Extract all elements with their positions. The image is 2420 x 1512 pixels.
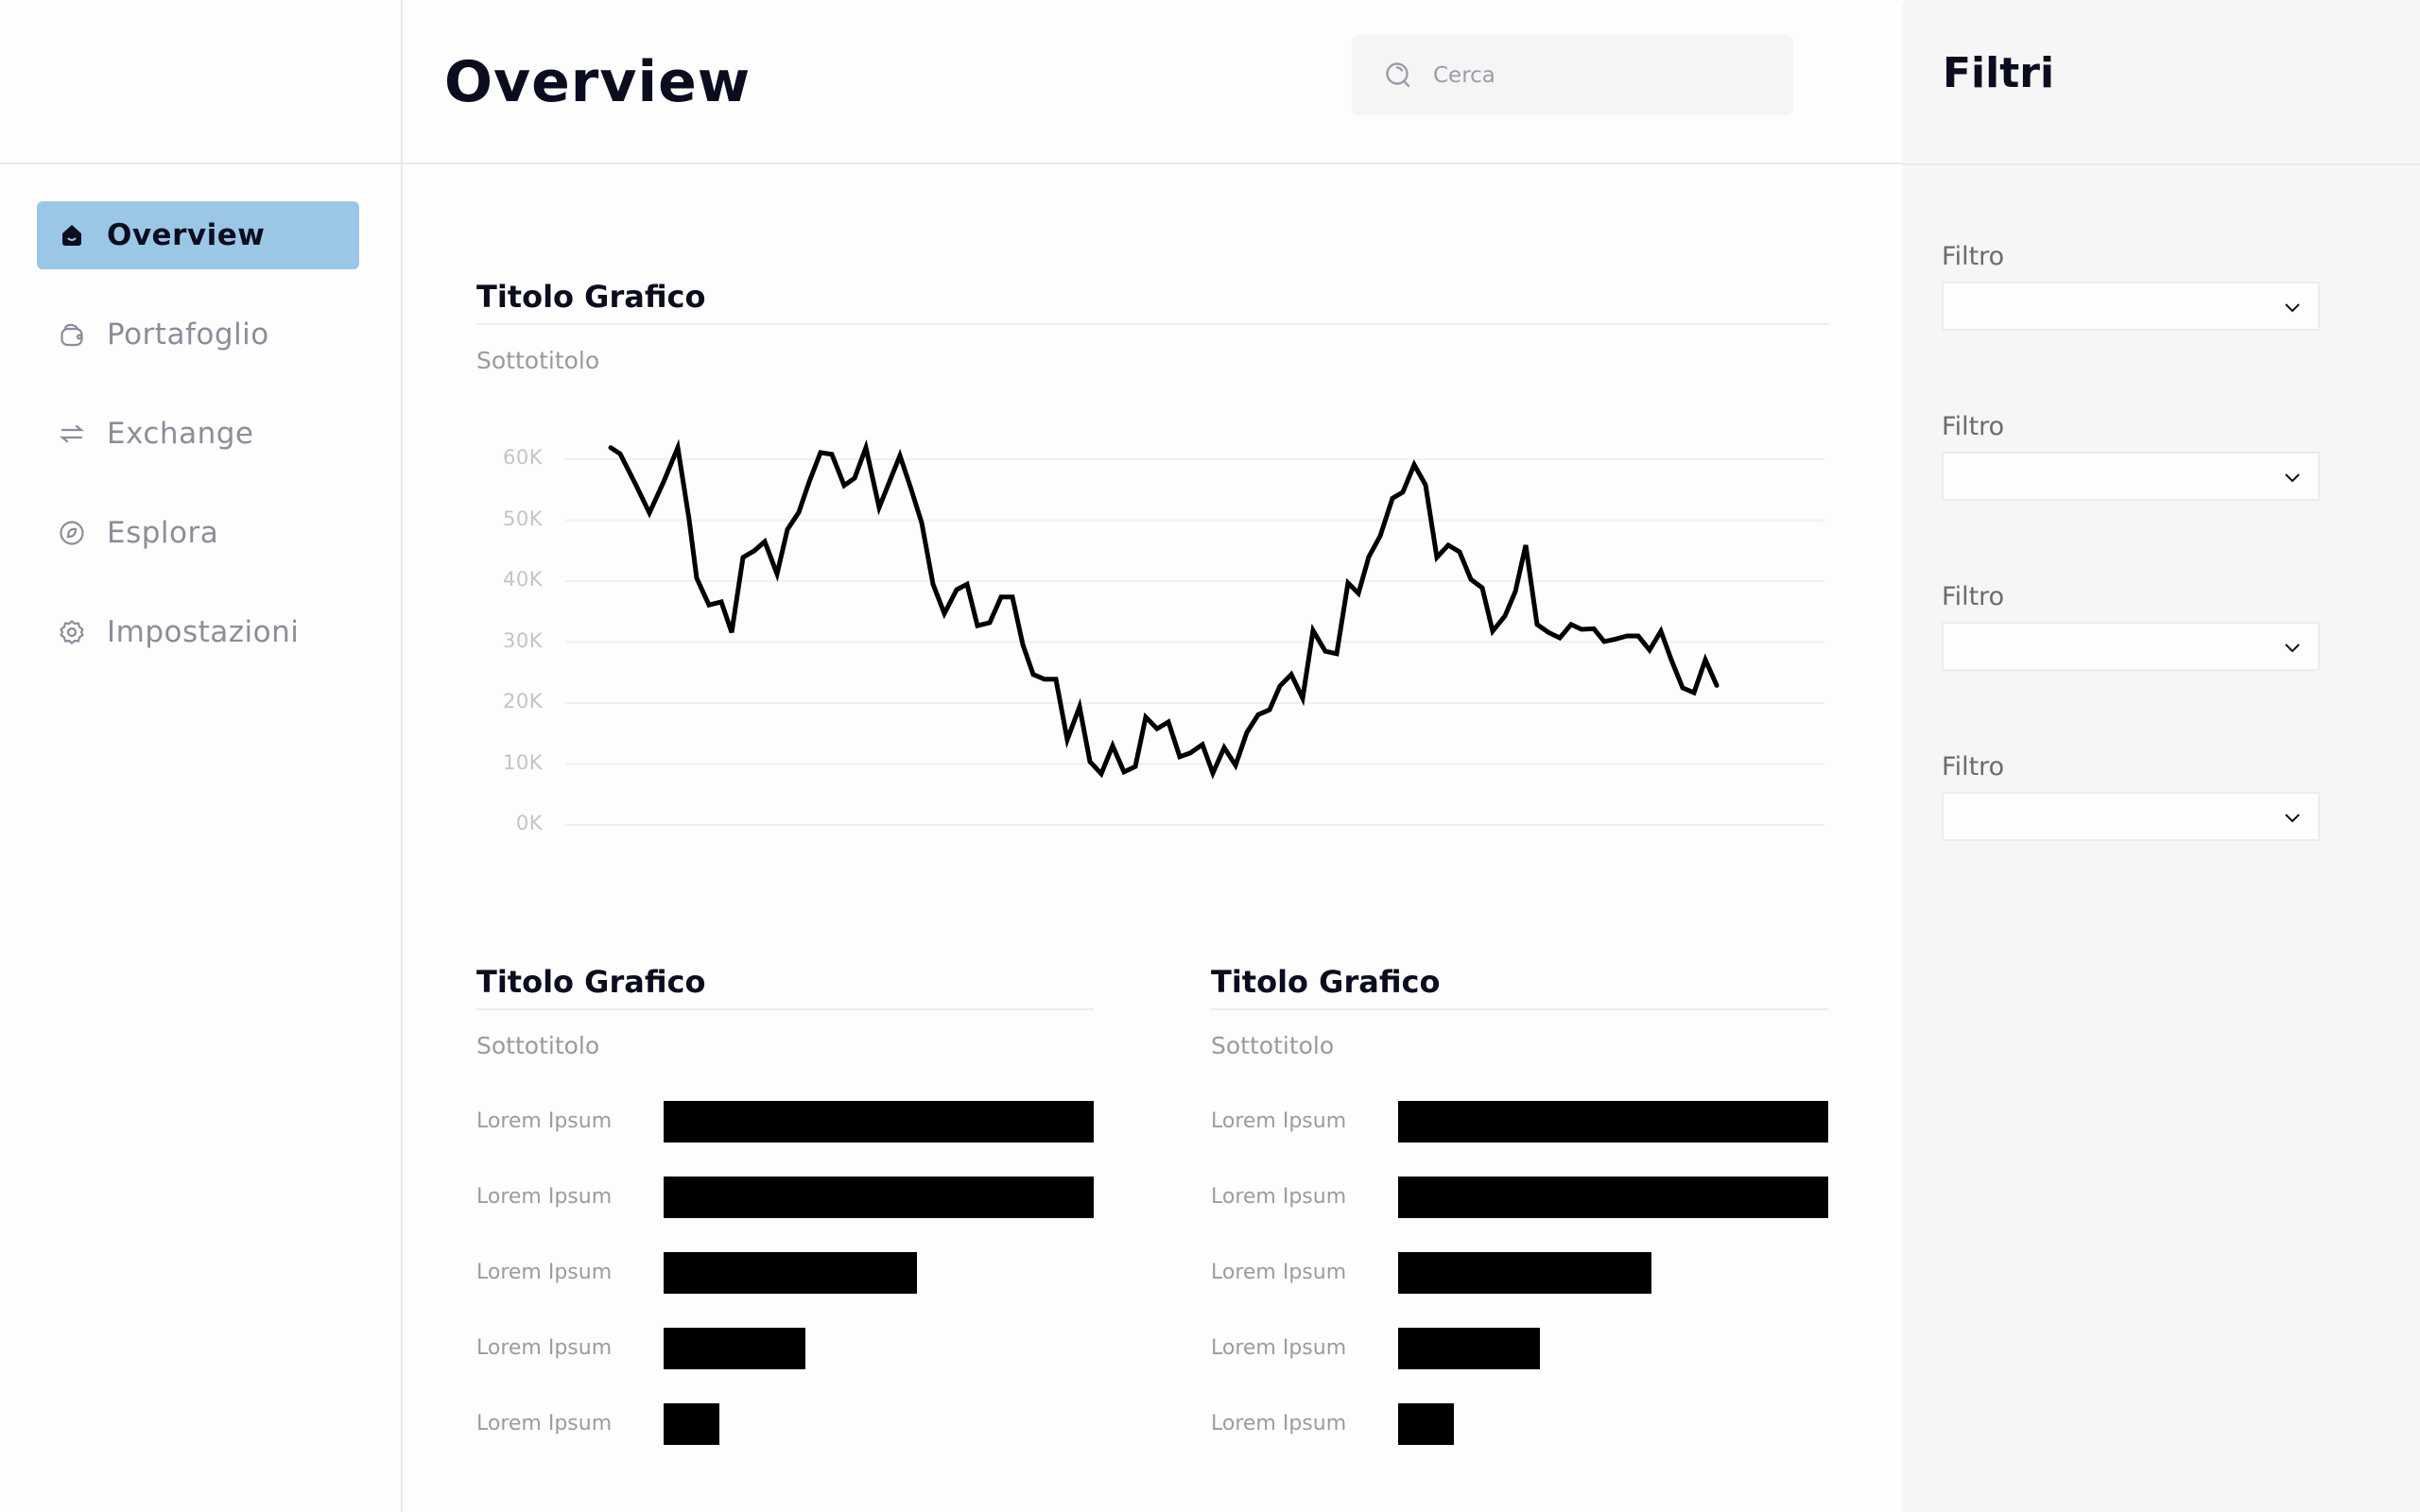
filter-label: Filtro xyxy=(1942,582,2005,611)
bar-label: Lorem Ipsum xyxy=(476,1336,613,1360)
bar-label: Lorem Ipsum xyxy=(1211,1109,1347,1133)
bar xyxy=(1398,1101,1828,1143)
bar xyxy=(1398,1177,1828,1218)
sidebar: Overview Portafoglio Exchange Esplora Im… xyxy=(0,0,403,1512)
bar xyxy=(1398,1252,1652,1294)
y-tick-label: 60K xyxy=(503,446,543,469)
bar-row: Lorem Ipsum xyxy=(1211,1252,1828,1294)
chart-divider xyxy=(476,323,1828,325)
filter-group-3: Filtro xyxy=(1942,580,2320,671)
y-tick-label: 30K xyxy=(503,628,543,652)
compass-icon xyxy=(58,519,86,547)
bar-row: Lorem Ipsum xyxy=(1211,1101,1828,1143)
bar-label: Lorem Ipsum xyxy=(476,1261,613,1284)
search-input[interactable] xyxy=(1433,62,1773,88)
sidebar-logo-area xyxy=(0,0,401,164)
filter-select-1[interactable] xyxy=(1942,282,2320,331)
sidebar-item-esplora[interactable]: Esplora xyxy=(37,499,359,567)
filter-group-2: Filtro xyxy=(1942,410,2320,501)
sidebar-nav: Overview Portafoglio Exchange Esplora Im… xyxy=(37,201,359,697)
sidebar-item-label: Impostazioni xyxy=(107,615,300,649)
chart-subtitle: Sottotitolo xyxy=(476,347,600,374)
chart-divider xyxy=(1211,1008,1828,1010)
bar-label: Lorem Ipsum xyxy=(1211,1185,1347,1209)
line-series xyxy=(608,438,1720,780)
sidebar-item-label: Esplora xyxy=(107,516,219,550)
chevron-down-icon xyxy=(2285,473,2300,483)
top-header: Overview xyxy=(403,0,1902,164)
search-box[interactable] xyxy=(1352,35,1793,115)
sidebar-item-exchange[interactable]: Exchange xyxy=(37,400,359,468)
wallet-icon xyxy=(58,320,86,349)
filter-group-4: Filtro xyxy=(1942,750,2320,841)
home-icon xyxy=(58,221,86,249)
bar-row: Lorem Ipsum xyxy=(476,1403,1094,1445)
y-tick-label: 40K xyxy=(503,568,543,591)
y-tick-label: 0K xyxy=(515,812,543,834)
bar-label: Lorem Ipsum xyxy=(1211,1412,1347,1435)
chart-divider xyxy=(476,1008,1094,1010)
filter-select-4[interactable] xyxy=(1942,792,2320,841)
bar-label: Lorem Ipsum xyxy=(476,1412,613,1435)
bar-chart-card-2: Titolo Grafico Sottotitolo Lorem Ipsum L… xyxy=(1211,961,1828,1445)
bar xyxy=(664,1252,918,1294)
chart-title: Titolo Grafico xyxy=(1211,964,1441,1000)
exchange-arrows-icon xyxy=(58,420,86,448)
sidebar-item-label: Exchange xyxy=(107,417,254,451)
y-tick-label: 50K xyxy=(503,507,543,530)
bar xyxy=(664,1403,720,1445)
filters-header-divider xyxy=(1902,163,2420,165)
filter-select-3[interactable] xyxy=(1942,622,2320,671)
chevron-down-icon xyxy=(2285,644,2300,653)
bar-label: Lorem Ipsum xyxy=(476,1109,613,1133)
bar xyxy=(664,1101,1094,1143)
line-chart-card: Titolo Grafico Sottotitolo 60K 50K 40K 30K 2… xyxy=(476,276,1828,834)
filters-title: Filtri xyxy=(1943,49,2055,97)
bar-label: Lorem Ipsum xyxy=(1211,1261,1347,1284)
bar xyxy=(1398,1403,1455,1445)
bar xyxy=(1398,1328,1541,1369)
bar-row: Lorem Ipsum xyxy=(1211,1328,1828,1369)
filter-label: Filtro xyxy=(1942,242,2005,271)
search-icon xyxy=(1384,60,1414,91)
filters-panel: Filtri Filtro Filtro Filtro Filtro xyxy=(1902,0,2420,1512)
gear-icon xyxy=(58,618,86,646)
y-tick-label: 20K xyxy=(503,690,543,713)
sidebar-item-label: Overview xyxy=(107,218,266,252)
chevron-down-icon xyxy=(2285,814,2300,823)
filter-select-2[interactable] xyxy=(1942,452,2320,501)
bar-row: Lorem Ipsum xyxy=(476,1328,1094,1369)
chart-subtitle: Sottotitolo xyxy=(1211,1032,1335,1059)
bar-row: Lorem Ipsum xyxy=(476,1101,1094,1143)
bar-label: Lorem Ipsum xyxy=(476,1185,613,1209)
filter-label: Filtro xyxy=(1942,752,2005,782)
bar-row: Lorem Ipsum xyxy=(1211,1177,1828,1218)
bar xyxy=(664,1177,1094,1218)
sidebar-item-label: Portafoglio xyxy=(107,318,269,352)
chart-subtitle: Sottotitolo xyxy=(476,1032,600,1059)
bar-label: Lorem Ipsum xyxy=(1211,1336,1347,1360)
filter-group-1: Filtro xyxy=(1942,240,2320,331)
line-chart-plot xyxy=(565,438,1824,826)
sidebar-item-impostazioni[interactable]: Impostazioni xyxy=(37,598,359,666)
chart-title: Titolo Grafico xyxy=(476,964,706,1000)
page-title: Overview xyxy=(444,49,752,115)
chevron-down-icon xyxy=(2285,303,2300,313)
filter-label: Filtro xyxy=(1942,412,2005,441)
bar-row: Lorem Ipsum xyxy=(476,1252,1094,1294)
sidebar-item-portafoglio[interactable]: Portafoglio xyxy=(37,301,359,369)
sidebar-item-overview[interactable]: Overview xyxy=(37,201,359,269)
line-chart: 60K 50K 40K 30K 20K 10K 0K xyxy=(476,418,1828,843)
bar-row: Lorem Ipsum xyxy=(1211,1403,1828,1445)
y-tick-label: 10K xyxy=(503,750,543,774)
bar xyxy=(664,1328,806,1369)
chart-title: Titolo Grafico xyxy=(476,279,706,315)
bar-row: Lorem Ipsum xyxy=(476,1177,1094,1218)
bar-chart-card-1: Titolo Grafico Sottotitolo Lorem Ipsum L… xyxy=(476,961,1094,1445)
